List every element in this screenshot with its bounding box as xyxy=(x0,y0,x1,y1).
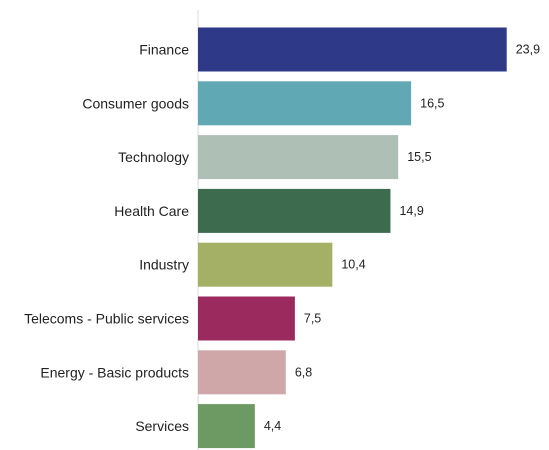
value-label-2: 15,5 xyxy=(407,150,431,164)
category-label-6: Energy - Basic products xyxy=(40,364,189,380)
bar-7 xyxy=(198,404,255,449)
value-label-1: 16,5 xyxy=(420,96,444,110)
category-label-4: Industry xyxy=(139,257,189,273)
value-label-0: 23,9 xyxy=(516,43,540,57)
value-label-4: 10,4 xyxy=(341,258,365,272)
category-label-3: Health Care xyxy=(114,203,189,219)
value-label-6: 6,8 xyxy=(295,365,312,379)
value-label-7: 4,4 xyxy=(264,419,281,433)
bar-5 xyxy=(198,296,295,341)
bar-2 xyxy=(198,135,399,180)
bar-1 xyxy=(198,81,412,126)
value-label-5: 7,5 xyxy=(304,312,321,326)
category-label-0: Finance xyxy=(139,42,189,58)
bar-3 xyxy=(198,188,391,233)
category-label-5: Telecoms - Public services xyxy=(24,311,189,327)
value-label-3: 14,9 xyxy=(399,204,423,218)
bar-4 xyxy=(198,242,333,287)
category-label-2: Technology xyxy=(118,149,189,165)
category-label-1: Consumer goods xyxy=(82,95,189,111)
category-label-7: Services xyxy=(135,418,189,434)
bars-group: Finance 23,9 Consumer goods 16,5 Technology 1… xyxy=(24,27,540,449)
bar-0 xyxy=(198,27,507,72)
bar-6 xyxy=(198,350,286,395)
